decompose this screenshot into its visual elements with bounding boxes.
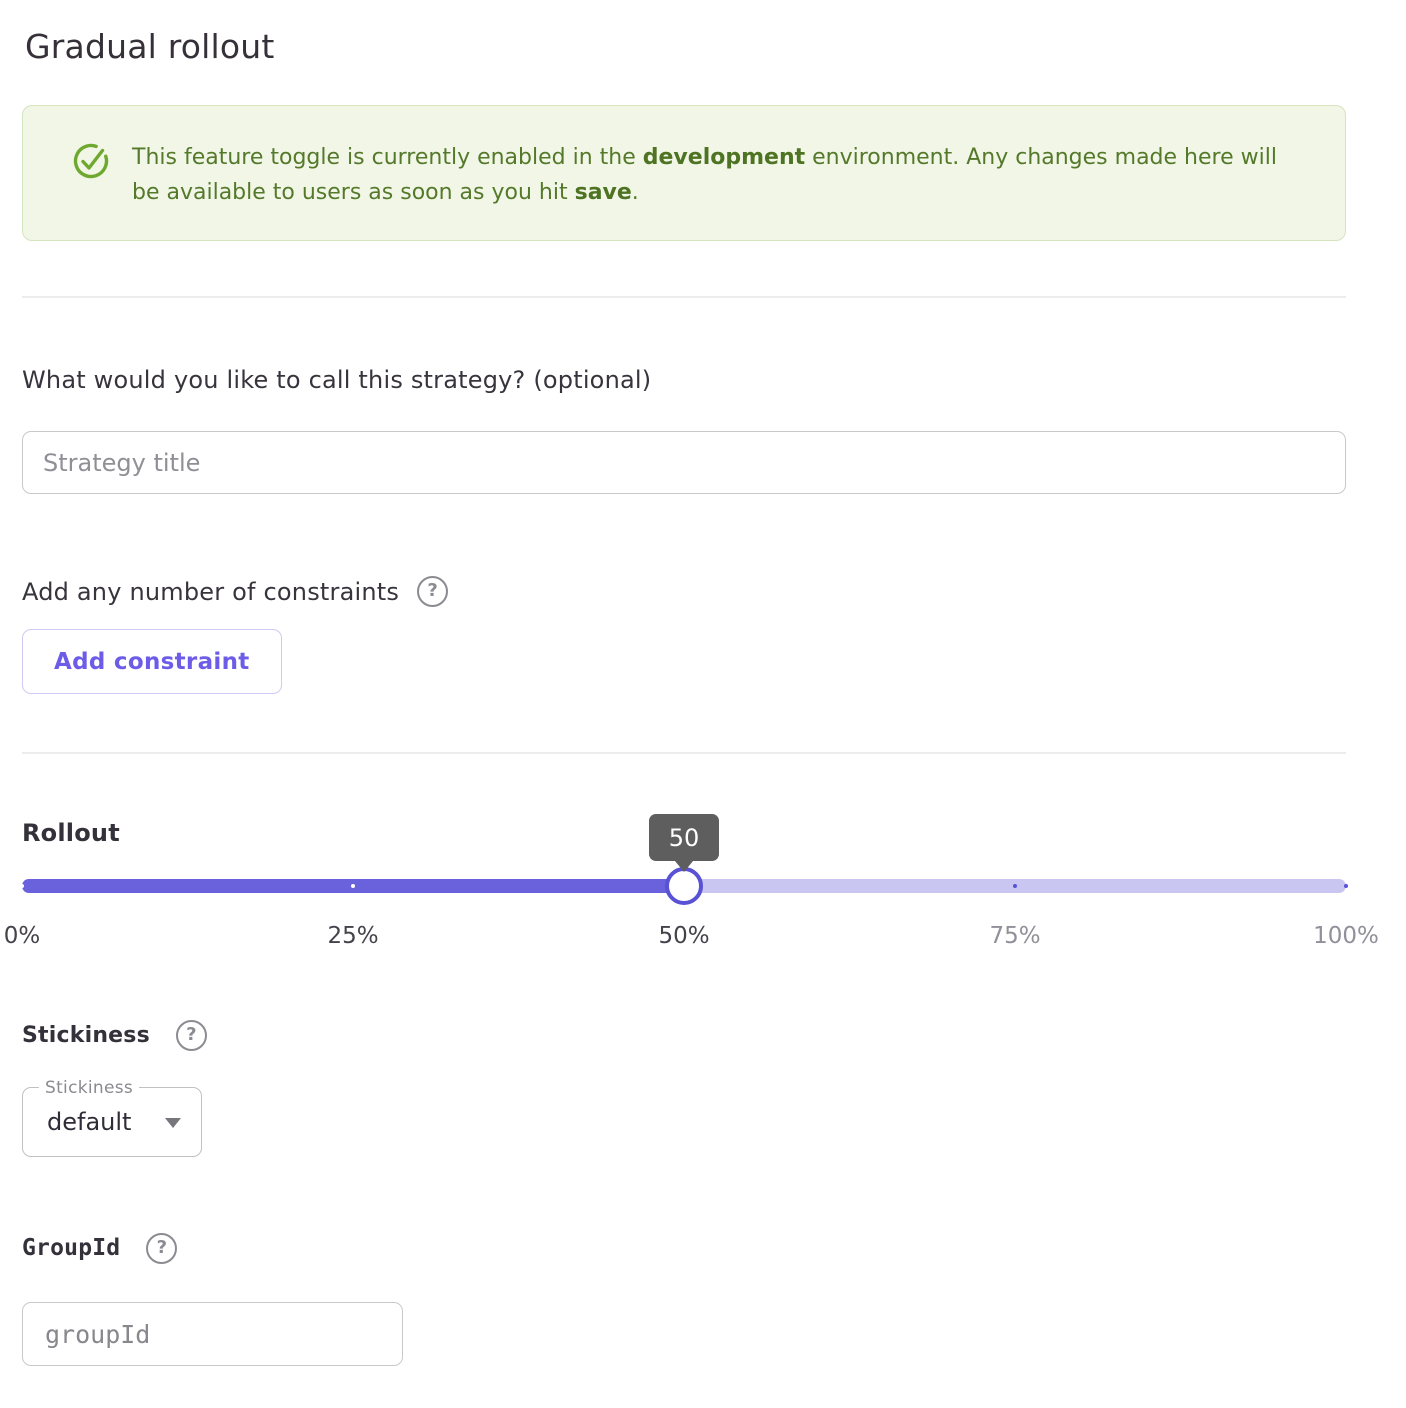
divider xyxy=(22,296,1346,298)
tick-label: 25% xyxy=(327,923,379,949)
tick-label: 0% xyxy=(3,923,41,949)
constraints-help-icon[interactable]: ? xyxy=(417,576,449,607)
environment-status-banner: This feature toggle is currently enabled… xyxy=(22,105,1346,241)
banner-text-segment: This feature toggle is currently enabled… xyxy=(132,145,643,170)
groupid-label: GroupId xyxy=(22,1235,121,1261)
banner-text-segment: environment. Any changes made here will … xyxy=(132,145,1277,205)
strategy-title-label: What would you like to call this strateg… xyxy=(22,366,652,394)
strategy-title-input[interactable] xyxy=(22,431,1346,494)
slider-value-tooltip: 50 xyxy=(649,814,719,861)
tick-label: 75% xyxy=(989,923,1041,949)
question-mark-glyph: ? xyxy=(427,580,438,601)
constraints-label: Add any number of constraints xyxy=(22,577,400,606)
stickiness-selected-value: default xyxy=(47,1108,132,1136)
banner-text: This feature toggle is currently enabled… xyxy=(132,140,1295,210)
tick-label: 100% xyxy=(1313,923,1379,949)
slider-mark xyxy=(1344,884,1348,888)
rollout-label: Rollout xyxy=(22,819,120,847)
stickiness-label: Stickiness xyxy=(22,1022,150,1048)
check-circle-icon xyxy=(71,141,111,181)
groupid-input[interactable] xyxy=(22,1302,403,1366)
slider-value: 50 xyxy=(668,823,700,852)
rollout-section: Rollout 50 0% 25% 50% 75% 100% xyxy=(4,814,1379,952)
slider-tick-labels: 0% 25% 50% 75% 100% xyxy=(4,923,1379,952)
slider-thumb[interactable] xyxy=(665,867,703,905)
banner-save-word: save xyxy=(574,180,632,205)
banner-environment-name: development xyxy=(642,145,806,170)
divider xyxy=(22,752,1346,754)
tick-label: 50% xyxy=(658,923,710,949)
question-mark-glyph: ? xyxy=(156,1237,168,1258)
stickiness-field-label: Stickiness xyxy=(39,1078,140,1098)
gradual-rollout-page: Gradual rollout This feature toggle is c… xyxy=(0,0,1406,1366)
rollout-slider[interactable]: 50 xyxy=(20,814,1348,905)
groupid-help-icon[interactable]: ? xyxy=(146,1233,178,1264)
banner-text-segment: . xyxy=(631,180,639,205)
slider-mark xyxy=(1013,884,1017,888)
page-title: Gradual rollout xyxy=(25,27,275,66)
stickiness-help-icon[interactable]: ? xyxy=(175,1020,207,1051)
stickiness-select[interactable]: Stickiness default xyxy=(22,1078,202,1157)
slider-mark xyxy=(351,884,355,888)
slider-mark xyxy=(20,884,24,888)
add-constraint-button[interactable]: Add constraint xyxy=(22,629,282,694)
chevron-down-icon xyxy=(165,1118,181,1128)
question-mark-glyph: ? xyxy=(186,1024,197,1045)
